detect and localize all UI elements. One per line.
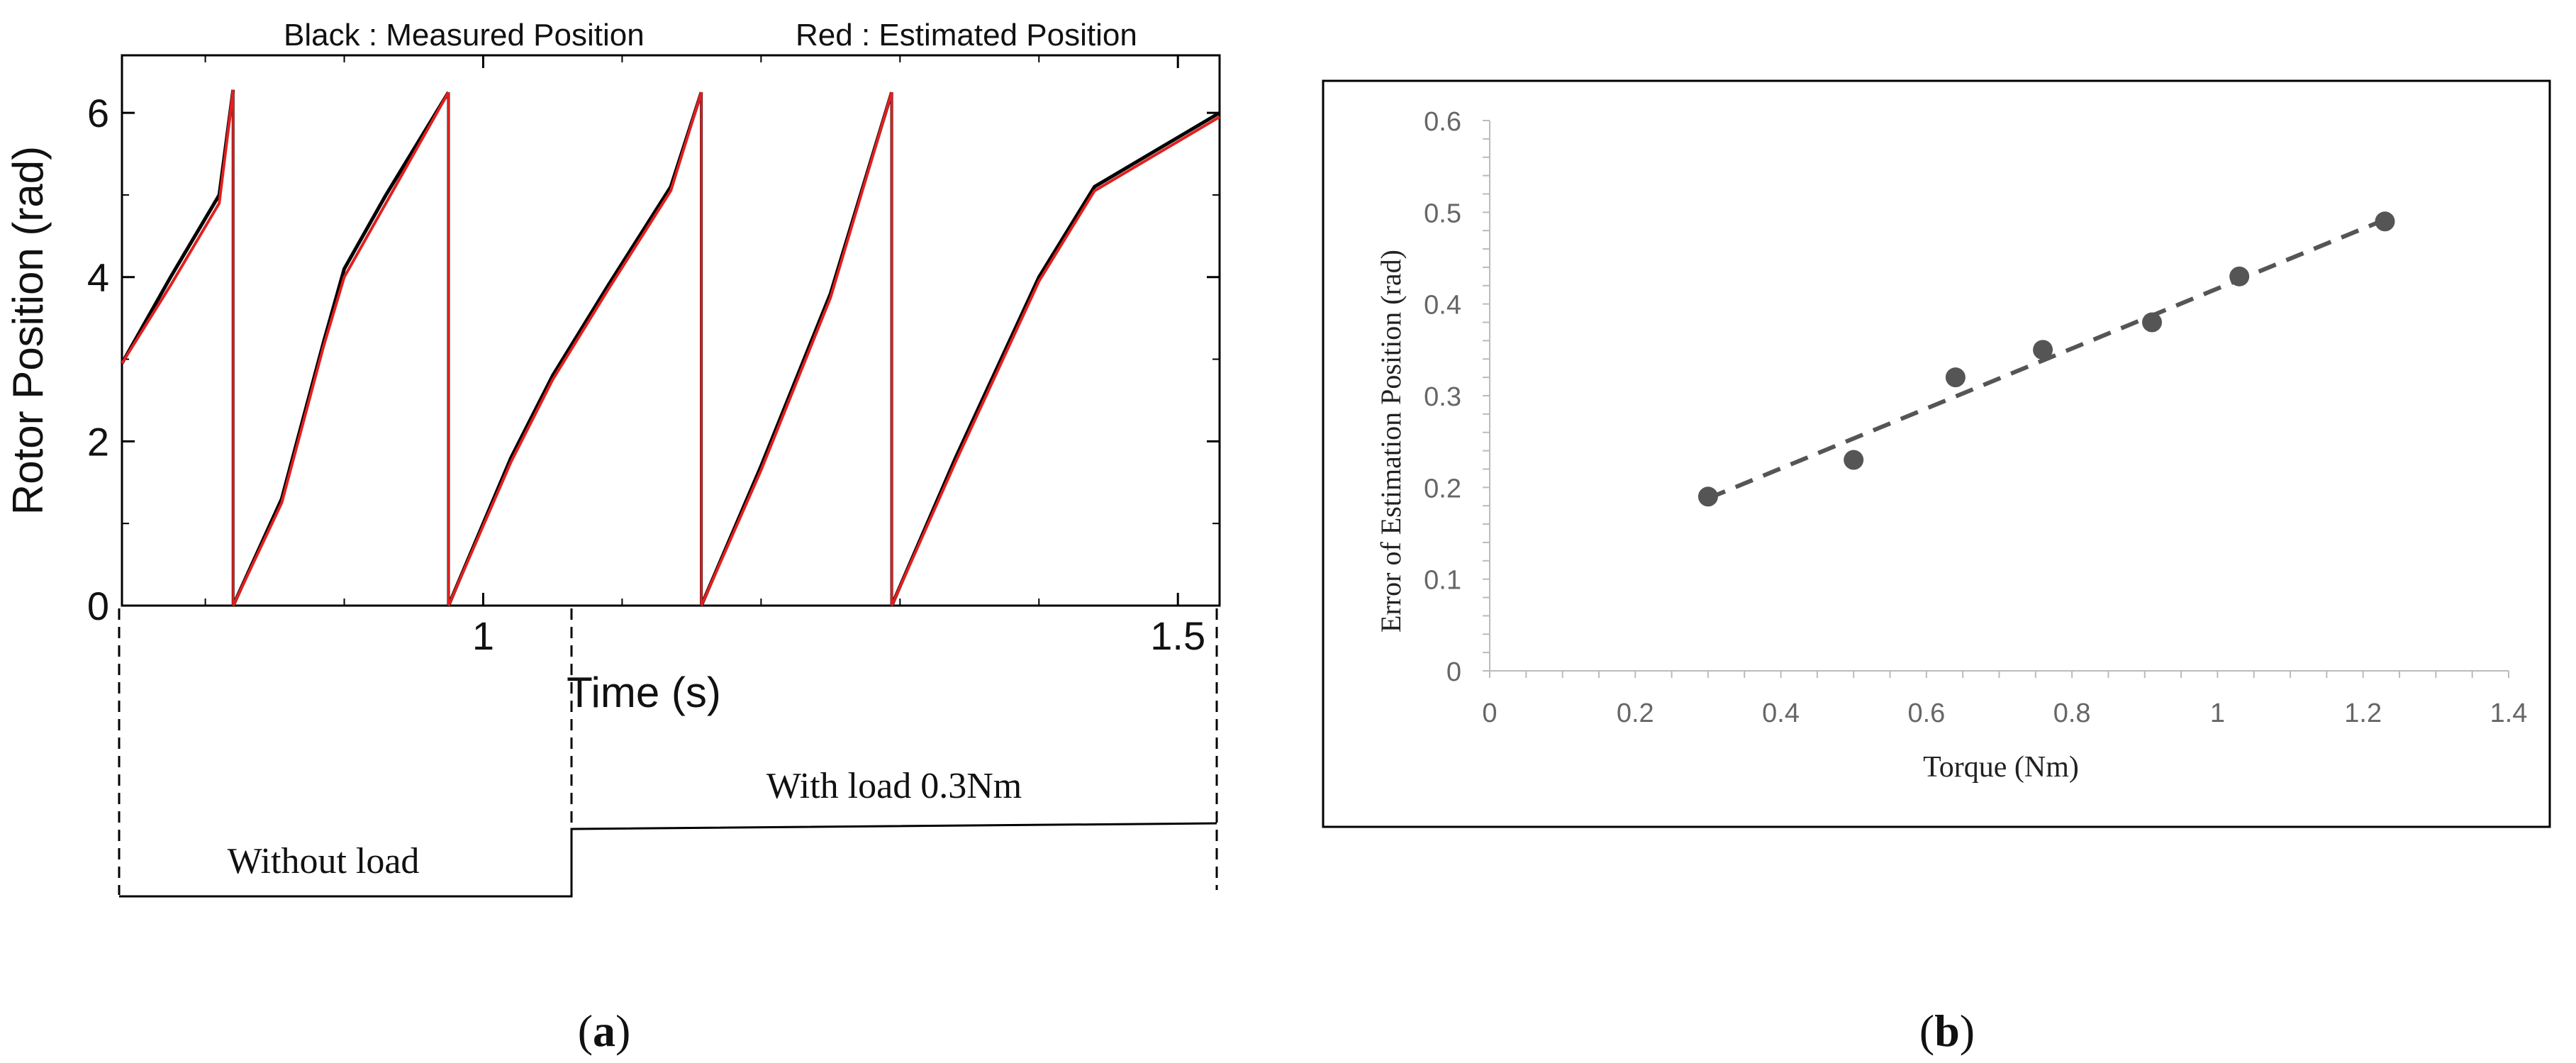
x-tick-label-a: 1	[472, 613, 494, 658]
series-segment	[231, 91, 450, 607]
plot-a-x-tick-labels: 1 1.5	[472, 613, 1205, 658]
y-tick-label-b: 0.5	[1424, 199, 1461, 228]
y-tick-label-b: 0.6	[1424, 107, 1461, 137]
y-tick-label-b: 0.4	[1424, 291, 1461, 321]
series-measured	[120, 89, 1221, 607]
panel-label-a: (a)	[578, 1006, 631, 1056]
y-tick-label-a: 2	[87, 419, 109, 464]
y-tick-label-b: 0.2	[1424, 474, 1461, 503]
load-step-line	[119, 822, 1217, 898]
data-point	[1697, 486, 1718, 507]
chart-a: Black : Measured Position Red : Estimate…	[4, 18, 1221, 1056]
load-annotation: Without load With load 0.3Nm	[118, 608, 1218, 898]
series-segment	[699, 91, 893, 606]
plot-a-series	[120, 89, 1221, 607]
data-point	[1945, 367, 1966, 388]
plot-a-y-tick-labels: 0 2 4 6	[87, 91, 109, 628]
plot-b-points	[1697, 211, 2395, 507]
plot-b-y-tick-labels: 0 0.1 0.2 0.3 0.4 0.5 0.6	[1424, 107, 1461, 687]
data-point	[2142, 312, 2163, 333]
x-axis-label-b: Torque (Nm)	[1923, 751, 2079, 784]
series-segment	[447, 91, 703, 606]
data-point	[2033, 340, 2053, 360]
y-tick-label-a: 0	[87, 584, 109, 628]
with-load-label: With load 0.3Nm	[766, 766, 1022, 806]
plot-a-ticks	[122, 55, 1220, 607]
data-point	[2375, 211, 2395, 232]
without-load-label: Without load	[228, 841, 420, 881]
series-segment	[121, 89, 235, 364]
series-segment	[447, 91, 703, 606]
x-tick-label-b: 1.4	[2490, 699, 2528, 728]
chart-b-border	[1322, 79, 2551, 828]
y-tick-label-b: 0.3	[1424, 382, 1461, 412]
x-tick-label-b: 1.2	[2344, 699, 2382, 728]
series-segment	[890, 111, 1221, 606]
x-axis-label-a: Time (s)	[567, 669, 721, 716]
y-axis-label-b: Error of Estimation Position (rad)	[1375, 250, 1407, 633]
x-tick-label-a: 1.5	[1150, 613, 1205, 658]
y-axis-label-a: Rotor Position (rad)	[4, 146, 52, 515]
plot-b-x-tick-labels: 0 0.2 0.4 0.6 0.8 1 1.2 1.4	[1482, 699, 2527, 728]
plot-b-axes	[1483, 120, 2509, 678]
x-tick-label-b: 0.4	[1762, 699, 1800, 728]
x-tick-label-b: 0.6	[1907, 699, 1945, 728]
data-point	[2229, 266, 2250, 286]
x-tick-label-b: 0.8	[2053, 699, 2091, 728]
x-tick-label-b: 0	[1482, 699, 1497, 728]
y-tick-label-b: 0.1	[1424, 566, 1461, 596]
x-tick-label-b: 0.2	[1617, 699, 1654, 728]
y-tick-label-a: 4	[87, 255, 109, 300]
plot-a-frame	[121, 54, 1221, 607]
legend-estimated: Red : Estimated Position	[796, 18, 1137, 52]
series-segment	[890, 116, 1221, 606]
series-segment	[231, 91, 450, 606]
series-segment	[120, 89, 235, 364]
chart-b: 0 0.1 0.2 0.3 0.4 0.5 0.6 0 0.2 0.4 0.6 0.8 1 1.2 1.4…	[1322, 79, 2551, 1056]
series-estimated	[121, 89, 1221, 606]
y-tick-label-a: 6	[87, 91, 109, 135]
x-tick-label-b: 1	[2210, 699, 2225, 728]
series-segment	[700, 91, 893, 606]
y-tick-label-b: 0	[1446, 657, 1461, 687]
data-point	[1844, 450, 1864, 470]
panel-label-b: (b)	[1919, 1006, 1975, 1056]
legend-measured: Black : Measured Position	[284, 18, 645, 52]
